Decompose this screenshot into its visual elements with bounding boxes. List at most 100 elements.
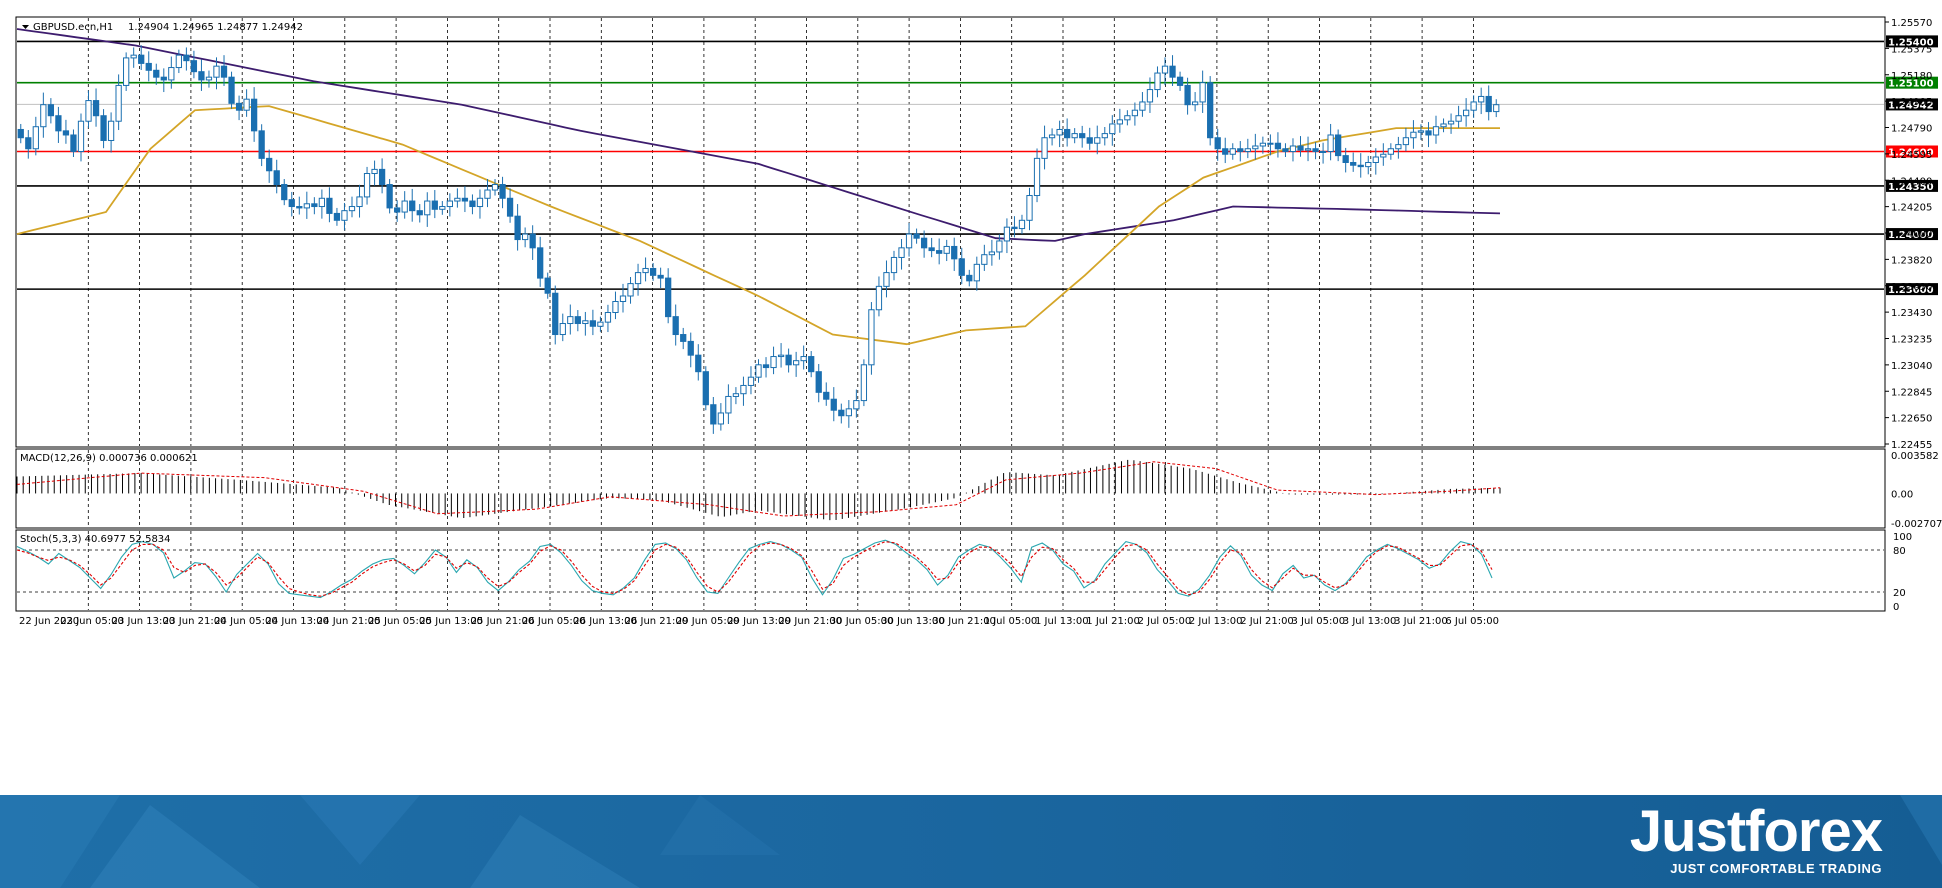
candle-body xyxy=(823,391,830,400)
candle-body xyxy=(439,206,446,210)
candle-body xyxy=(710,404,717,425)
time-tick-label: 23 Jun 13:00 xyxy=(112,616,176,627)
candle-body xyxy=(32,126,39,150)
candle-body xyxy=(153,69,160,78)
candle-body xyxy=(1327,134,1334,152)
price-tick-label: 1.24400 xyxy=(1891,176,1932,187)
candle-body xyxy=(559,323,566,336)
candle-body xyxy=(589,320,597,327)
candle-body xyxy=(1282,148,1289,152)
ohlc-readout: 1.24904 1.24965 1.24877 1.24942 xyxy=(128,22,303,33)
price-tick-label: 1.23430 xyxy=(1891,308,1932,319)
candle-body xyxy=(1003,226,1011,242)
candle-body xyxy=(943,245,950,254)
macd-signal-line xyxy=(16,461,1501,517)
time-tick-label: 24 Jun 05:00 xyxy=(214,616,278,627)
time-tick-label: 24 Jun 13:00 xyxy=(266,616,330,627)
level-tag xyxy=(1886,76,1938,89)
candle-body xyxy=(1079,133,1086,139)
candle-body xyxy=(567,316,574,325)
price-tick-label: 1.24000 xyxy=(1891,229,1932,240)
candle-body xyxy=(461,197,469,202)
candle-body xyxy=(394,207,401,213)
candle-body xyxy=(1033,157,1041,197)
macd-pane-frame xyxy=(15,448,1886,529)
ma-fast-line xyxy=(16,105,1500,346)
candle-body xyxy=(890,256,898,274)
candle-body xyxy=(62,130,70,136)
price-chart: 1.25400 1.25100 1.24600 1.24350 1.24000 1.236… xyxy=(15,16,1942,627)
candle-body xyxy=(762,364,770,369)
candle-body xyxy=(1402,137,1410,146)
candle-body xyxy=(198,71,205,81)
level-tag-label: 1.24600 xyxy=(1888,147,1934,158)
candle-body xyxy=(966,274,973,282)
candle-body xyxy=(860,364,868,402)
candle-body xyxy=(785,354,792,366)
candle-body xyxy=(1425,130,1432,136)
candle-body xyxy=(303,203,310,209)
time-tick-label: 23 Jun 05:00 xyxy=(60,616,124,627)
candle-body xyxy=(868,309,875,366)
candle-body xyxy=(634,272,642,285)
banner-pattern xyxy=(0,795,1942,888)
level-tag-label: 1.25100 xyxy=(1888,79,1934,90)
candle-body xyxy=(687,340,694,356)
candle-body xyxy=(145,62,152,71)
price-tick-label: 1.23630 xyxy=(1891,282,1932,293)
candle-body xyxy=(514,215,521,241)
price-tick-label: 1.22455 xyxy=(1891,440,1932,451)
price-tick-label: 1.24790 xyxy=(1891,124,1932,135)
candles xyxy=(17,45,1500,434)
price-tick-label: 1.25570 xyxy=(1891,18,1932,29)
candle-body xyxy=(1447,120,1455,125)
time-tick-label: 25 Jun 05:00 xyxy=(368,616,432,627)
candle-body xyxy=(1124,115,1131,121)
candle-body xyxy=(1139,101,1146,111)
candle-body xyxy=(747,376,755,386)
candle-body xyxy=(1048,134,1056,139)
time-tick-label: 1 Jul 13:00 xyxy=(1035,616,1089,627)
candle-body xyxy=(55,115,62,132)
candle-body xyxy=(973,263,980,282)
stoch-tick-label: 80 xyxy=(1893,546,1906,557)
ma-slow-line xyxy=(16,28,1501,242)
candle-body xyxy=(1274,142,1282,150)
stoch-tick-label: 20 xyxy=(1893,588,1906,599)
candle-body xyxy=(1357,164,1364,168)
candle-body xyxy=(356,196,363,208)
candle-body xyxy=(755,364,762,378)
time-tick-label: 26 Jun 13:00 xyxy=(573,616,637,627)
candle-body xyxy=(1319,150,1327,153)
candle-body xyxy=(1041,137,1048,159)
candle-body xyxy=(228,76,235,104)
candle-body xyxy=(243,98,250,111)
candle-body xyxy=(1191,101,1199,106)
candle-body xyxy=(1410,131,1417,139)
stoch-signal-line xyxy=(16,541,1493,597)
candle-body xyxy=(883,272,890,287)
candle-body xyxy=(597,321,604,327)
symbol-menu-icon[interactable] xyxy=(22,25,29,29)
price-tick-label: 1.24595 xyxy=(1891,150,1932,161)
candle-body xyxy=(416,210,423,216)
candle-body xyxy=(928,247,935,252)
candle-body xyxy=(296,206,303,209)
candle-body xyxy=(996,240,1003,253)
time-tick-label: 1 Jul 05:00 xyxy=(984,616,1038,627)
level-tag-label: 1.25400 xyxy=(1888,37,1934,48)
candle-body xyxy=(469,200,476,208)
time-tick-label: 29 Jun 05:00 xyxy=(676,616,740,627)
candle-body xyxy=(544,277,551,294)
main-pane-frame xyxy=(15,16,1886,448)
candle-body xyxy=(281,184,288,201)
candle-body xyxy=(702,371,709,406)
level-tag-label: 1.24350 xyxy=(1888,182,1934,193)
candle-body xyxy=(808,356,815,373)
candle-body xyxy=(680,334,687,342)
candle-body xyxy=(800,356,807,362)
candle-body xyxy=(1387,148,1394,155)
level-tag xyxy=(1886,145,1938,158)
time-tick-label: 26 Jun 05:00 xyxy=(522,616,586,627)
candle-body xyxy=(777,354,785,358)
